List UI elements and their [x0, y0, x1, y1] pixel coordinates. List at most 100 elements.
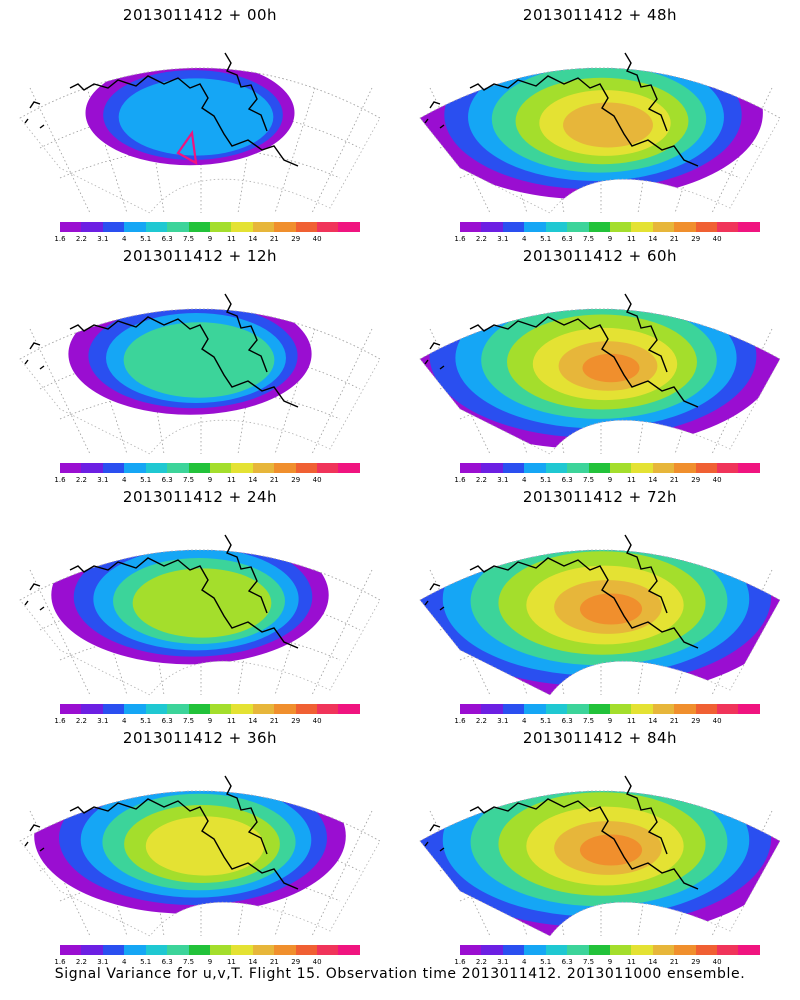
colorbar-tick-label: 1.6: [454, 476, 466, 484]
colorbar-tick-label: 6.3: [161, 717, 173, 725]
colorbar-swatch: [460, 945, 482, 955]
colorbar-swatch: [717, 222, 739, 232]
colorbar-swatch: [167, 463, 189, 473]
colorbar-tick-label: 7.5: [182, 717, 195, 725]
colorbar-swatch: [252, 463, 275, 473]
colorbar-swatch: [481, 222, 503, 232]
colorbar-swatch: [738, 704, 760, 714]
colorbar-swatch: [738, 463, 760, 473]
colorbar-swatch: [317, 222, 339, 232]
colorbar-tick-label: 4: [122, 717, 127, 725]
variance-field: [68, 309, 312, 415]
colorbar-tick-label: 1.6: [454, 958, 466, 966]
map-panel: 2013011412 + 24h 1.6 2.2 3.1 4 5.1 6.3 7.5 9 11 14…: [0, 482, 400, 728]
colorbar-swatch: [524, 945, 546, 955]
colorbar-tick-label: 7.5: [582, 235, 595, 243]
colorbar-swatch: [124, 704, 146, 714]
colorbar-tick-label: 3.1: [97, 476, 109, 484]
panel-title: 2013011412 + 48h: [522, 6, 678, 24]
colorbar-tick-label: 11: [626, 476, 636, 484]
colorbar-tick-label: 29: [691, 476, 701, 484]
colorbar-swatch: [295, 704, 318, 714]
colorbar-tick-label: 29: [291, 717, 301, 725]
colorbar-swatch: [102, 704, 125, 714]
colorbar-tick-label: 14: [648, 958, 658, 966]
colorbar-swatch: [545, 704, 568, 714]
colorbar-swatch: [274, 945, 296, 955]
colorbar-swatch: [609, 222, 632, 232]
colorbar-tick-label: 14: [648, 717, 658, 725]
colorbar-tick-label: 21: [269, 235, 279, 243]
colorbar-swatch: [545, 463, 568, 473]
colorbar-labels: 1.6 2.2 3.1 4 5.1 6.3 7.5 9 11 14 21 29 40: [454, 717, 760, 727]
variance-field: [420, 550, 780, 695]
colorbar-tick-label: 11: [626, 717, 636, 725]
variance-map: [419, 775, 781, 937]
colorbar-swatch: [81, 704, 103, 714]
colorbar-swatch: [338, 222, 360, 232]
colorbar-tick-label: 21: [669, 235, 679, 243]
colorbar-tick-label: 11: [226, 717, 236, 725]
figure-caption: Signal Variance for u,v,T. Flight 15. Ob…: [54, 966, 746, 982]
colorbar-tick-label: 2.2: [75, 958, 87, 966]
map-panel: 2013011412 + 12h 1.6 2.2 3.1 4 5.1 6.3 7.5 9 11 14…: [0, 241, 400, 487]
variance-map: [19, 293, 381, 455]
colorbar-tick-label: 4: [522, 235, 527, 243]
colorbar-swatch: [652, 463, 675, 473]
colorbar-swatch: [652, 222, 675, 232]
colorbar-tick-label: 6.3: [561, 958, 573, 966]
colorbar-swatch: [145, 463, 168, 473]
coastline: [69, 75, 299, 167]
colorbar-swatch: [81, 945, 103, 955]
colorbar-tick-label: 29: [291, 476, 301, 484]
colorbar-tick-label: 11: [226, 235, 236, 243]
colorbar-tick-label: 4: [122, 958, 127, 966]
colorbar-swatch: [502, 945, 525, 955]
colorbar-swatch: [695, 945, 718, 955]
colorbar-swatch: [124, 463, 146, 473]
colorbar-tick-label: 3.1: [497, 717, 509, 725]
colorbar-swatch: [274, 704, 296, 714]
colorbar-tick-label: 40: [712, 476, 722, 484]
colorbar-tick-label: 21: [269, 958, 279, 966]
colorbar-tick-label: 4: [122, 235, 127, 243]
colorbar-tick-label: 11: [626, 235, 636, 243]
colorbar-tick-label: 7.5: [582, 958, 595, 966]
colorbar-tick-label: 4: [522, 476, 527, 484]
colorbar-tick-label: 9: [607, 717, 613, 725]
variance-field: [420, 68, 763, 200]
colorbar-tick-label: 2.2: [75, 717, 87, 725]
colorbar-swatch: [695, 704, 718, 714]
colorbar: [460, 463, 760, 473]
colorbar-swatch: [167, 945, 189, 955]
colorbar-swatch: [567, 704, 589, 714]
colorbar-tick-label: 2.2: [475, 717, 487, 725]
colorbar-swatch: [81, 463, 103, 473]
colorbar-tick-label: 2.2: [475, 476, 487, 484]
colorbar-tick-label: 7.5: [182, 958, 195, 966]
colorbar-tick-label: 9: [207, 235, 213, 243]
colorbar-swatch: [102, 222, 125, 232]
colorbar-tick-label: 40: [712, 235, 722, 243]
colorbar-swatch: [567, 222, 589, 232]
colorbar-swatch: [588, 945, 610, 955]
colorbar-swatch: [60, 704, 82, 714]
colorbar-tick-label: 5.1: [140, 235, 152, 243]
colorbar-swatch: [674, 463, 696, 473]
colorbar: [460, 222, 760, 232]
colorbar-tick-label: 21: [269, 717, 279, 725]
colorbar-swatch: [231, 704, 253, 714]
colorbar-tick-label: 29: [291, 958, 301, 966]
colorbar-swatch: [695, 463, 718, 473]
panel-title: 2013011412 + 36h: [122, 729, 278, 747]
colorbar-swatch: [188, 945, 210, 955]
colorbar-tick-label: 3.1: [97, 717, 109, 725]
colorbar-swatch: [231, 463, 253, 473]
colorbar-swatch: [502, 704, 525, 714]
colorbar-tick-label: 6.3: [161, 476, 173, 484]
colorbar-tick-label: 9: [207, 958, 213, 966]
colorbar-tick-label: 1.6: [54, 717, 66, 725]
colorbar-labels: 1.6 2.2 3.1 4 5.1 6.3 7.5 9 11 14 21 29 40: [454, 235, 760, 245]
colorbar-swatch: [460, 463, 482, 473]
colorbar-tick-label: 7.5: [582, 717, 595, 725]
